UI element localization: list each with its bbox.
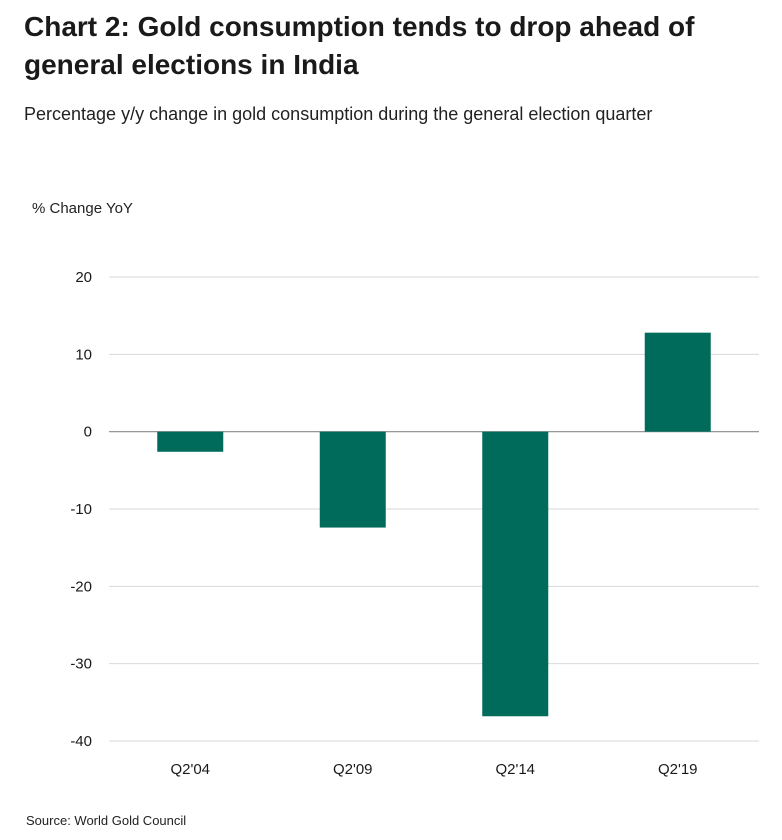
x-tick-label: Q2'09	[333, 761, 373, 778]
y-tick-label: 0	[84, 424, 92, 441]
y-tick-label: -10	[70, 501, 92, 518]
y-axis-label: % Change YoY	[32, 200, 133, 217]
y-tick-label: -20	[70, 578, 92, 595]
bar-Q2'19	[644, 332, 711, 432]
bars	[157, 332, 711, 717]
y-tick-label: 10	[75, 346, 92, 363]
source-note: Source: World Gold Council	[26, 813, 187, 828]
x-tick-label: Q2'19	[658, 761, 698, 778]
x-tick-label: Q2'04	[170, 761, 210, 778]
y-tick-labels: 20 10 0 -10 -20 -30 -40	[70, 269, 92, 750]
x-tick-labels: Q2'04 Q2'09 Q2'14 Q2'19	[170, 761, 697, 778]
y-tick-label: -40	[70, 733, 92, 750]
bar-Q2'09	[319, 431, 386, 528]
bar-Q2'04	[157, 431, 224, 452]
bar-chart: 20 10 0 -10 -20 -30 -40 Q2'04 Q2'09 Q2'14 Q2'19	[70, 269, 759, 778]
chart-title: Chart 2: Gold consumption tends to drop …	[24, 11, 695, 80]
y-tick-label: -30	[70, 656, 92, 673]
x-tick-label: Q2'14	[495, 761, 535, 778]
bar-Q2'14	[482, 431, 549, 717]
y-tick-label: 20	[75, 269, 92, 286]
chart-subtitle: Percentage y/y change in gold consumptio…	[24, 104, 653, 124]
